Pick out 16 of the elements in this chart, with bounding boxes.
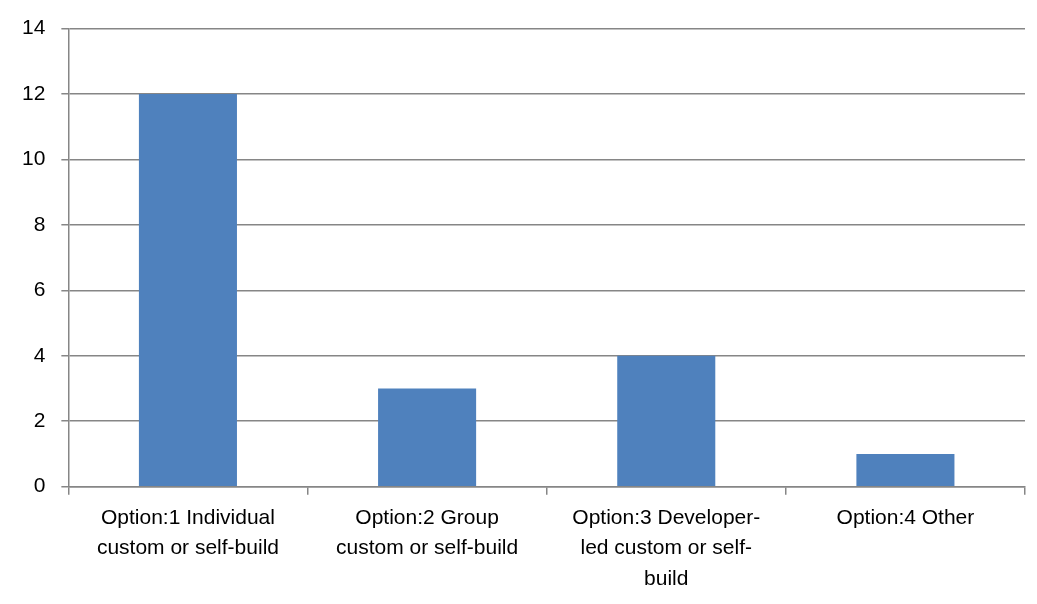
y-tick-label: 4 [33,342,46,366]
bar [617,355,716,486]
bar [378,388,477,486]
y-tick-label: 2 [33,408,46,432]
y-tick-label: 12 [22,80,46,104]
x-tick-label: Option:4 Other [836,504,975,528]
y-tick-label: 10 [22,146,46,170]
y-tick-label: 0 [33,473,46,497]
bar [138,94,237,486]
y-tick-label: 14 [22,15,46,39]
y-tick-label: 8 [33,211,46,235]
bar [856,453,955,486]
x-tick-label: Option:2 Group custom or self-build [336,504,519,559]
x-tick-label: Option:3 Developer-led custom or self-build [572,504,761,589]
y-tick-label: 6 [33,277,46,301]
x-tick-label: Option:1 Individual custom or self-build [96,504,279,559]
